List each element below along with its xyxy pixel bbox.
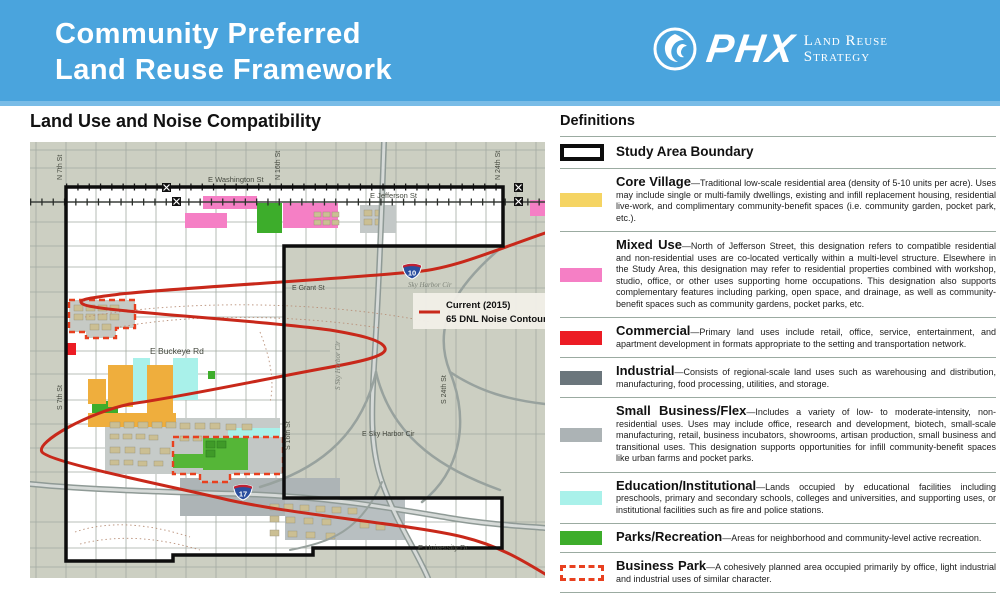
svg-text:10: 10 (408, 269, 416, 278)
building-footprints (73, 209, 386, 540)
street-label: Sky Harbor Cir (408, 281, 452, 289)
railroad-crossing-icons (162, 183, 523, 206)
land-use-map: 10 17 E Washington St E Jefferson St E B… (27, 139, 548, 581)
page-title: Community Preferred Land Reuse Framework (55, 16, 392, 88)
street-label: E Grant St (292, 285, 325, 292)
legend-desc: —Traditional low-scale residential area … (616, 178, 996, 223)
street-label: S Sky Harbor Cir (334, 341, 342, 390)
street-label: E Sky Harbor Cir (362, 431, 415, 438)
study-area-boundary (64, 185, 505, 563)
legend-desc: —A cohesively planned area occupied prim… (616, 562, 996, 584)
legend-term: Business Park (616, 558, 707, 573)
legend-term: Education/Institutional (616, 477, 757, 493)
legend-term: Study Area Boundary (616, 143, 754, 159)
legend-desc: —Areas for neighborhood and community-le… (722, 533, 982, 544)
street-label: E Buckeye Rd (150, 346, 204, 356)
legend-term: Small Business/Flex (616, 403, 747, 418)
street-label: N 16th St (275, 151, 282, 180)
map-section-title: Land Use and Noise Compatibility (30, 111, 322, 131)
logo-tagline: Land Reuse Strategy (804, 33, 888, 65)
study-area-boundary-swatch (560, 144, 604, 161)
legend-item-small-business-flex: Small Business/Flex—Includes a variety o… (560, 398, 996, 473)
street-label: N 7th St (57, 155, 64, 180)
commercial-parcel (67, 343, 76, 355)
legend-item-study-area-boundary: Study Area Boundary (560, 137, 996, 169)
phoenix-bird-icon (652, 26, 698, 72)
logo-tagline-line2: Strategy (803, 49, 871, 65)
street-label: E Jefferson St (370, 191, 418, 200)
legend-desc: —Lands occupied by educational facilitie… (616, 481, 996, 515)
phx-logo: PHX Land Reuse Strategy (652, 26, 889, 72)
core-village-swatch (560, 193, 602, 207)
railroad (30, 183, 545, 206)
street-label: S 7th St (57, 385, 64, 410)
education-parcels (133, 358, 280, 439)
header-banner: Community Preferred Land Reuse Framework… (0, 0, 1000, 106)
legend-desc: —Consists of regional-scale land uses su… (616, 367, 996, 389)
phx-logo-text: PHX (703, 27, 798, 71)
legend-item-mixed-use: Mixed Use—North of Jefferson Street, thi… (560, 232, 996, 318)
legend-item-core-village: Core Village—Traditional low-scale resid… (560, 169, 996, 232)
noise-contour-callout: Current (2015) 65 DNL Noise Contour (413, 293, 547, 329)
business-park-lower (173, 437, 283, 482)
definitions-title: Definitions (560, 113, 996, 137)
i17-shield-icon: 17 (233, 484, 253, 501)
street-label: S 24th St (441, 375, 448, 404)
legend-desc: —Primary land uses include retail, offic… (616, 327, 996, 349)
callout-line2: 65 DNL Noise Contour (446, 314, 545, 325)
page-title-line1: Community Preferred (55, 18, 362, 50)
legend-term: Industrial (616, 363, 675, 378)
parks-recreation-swatch (560, 531, 602, 545)
street-label: E Washington St (208, 175, 264, 184)
industrial-swatch (560, 370, 602, 385)
definitions-panel: Definitions Study Area Boundary Core Vil… (560, 113, 996, 593)
noise-contour-line (40, 231, 547, 576)
legend-term: Parks/Recreation (616, 529, 723, 545)
legend-item-commercial: Commercial—Primary land uses include ret… (560, 318, 996, 358)
street-label: N 24th St (495, 151, 502, 180)
legend-term: Core Village (616, 174, 691, 189)
business-park-swatch (560, 564, 604, 581)
mixed-use-swatch (560, 267, 602, 282)
legend-desc: —North of Jefferson Street, this designa… (616, 241, 996, 309)
legend-term: Commercial (616, 323, 691, 338)
street-labels: E Washington St E Jefferson St E Buckeye… (57, 151, 502, 552)
legend-desc: —Includes a variety of low- to moderate-… (616, 407, 996, 463)
education-institutional-swatch (560, 490, 602, 505)
legend-item-industrial: Industrial—Consists of regional-scale la… (560, 358, 996, 398)
street-label: S 16th St (285, 421, 292, 450)
logo-tagline-line1: Land Reuse (803, 33, 888, 49)
i10-shield-icon: 10 (402, 263, 422, 280)
legend-item-parks-recreation: Parks/Recreation—Areas for neighborhood … (560, 524, 996, 553)
callout-line1: Current (2015) (446, 300, 510, 311)
legend-item-education-institutional: Education/Institutional—Lands occupied b… (560, 473, 996, 524)
commercial-swatch (560, 330, 602, 345)
legend-term: Mixed Use (616, 237, 682, 252)
svg-text:17: 17 (239, 490, 247, 499)
legend-item-business-park: Business Park—A cohesively planned area … (560, 553, 996, 593)
small-business-flex-swatch (560, 427, 602, 442)
page-title-line2: Land Reuse Framework (55, 54, 393, 86)
map-canvas: 10 17 E Washington St E Jefferson St E B… (27, 139, 548, 581)
street-label: E University Dr (418, 543, 469, 552)
